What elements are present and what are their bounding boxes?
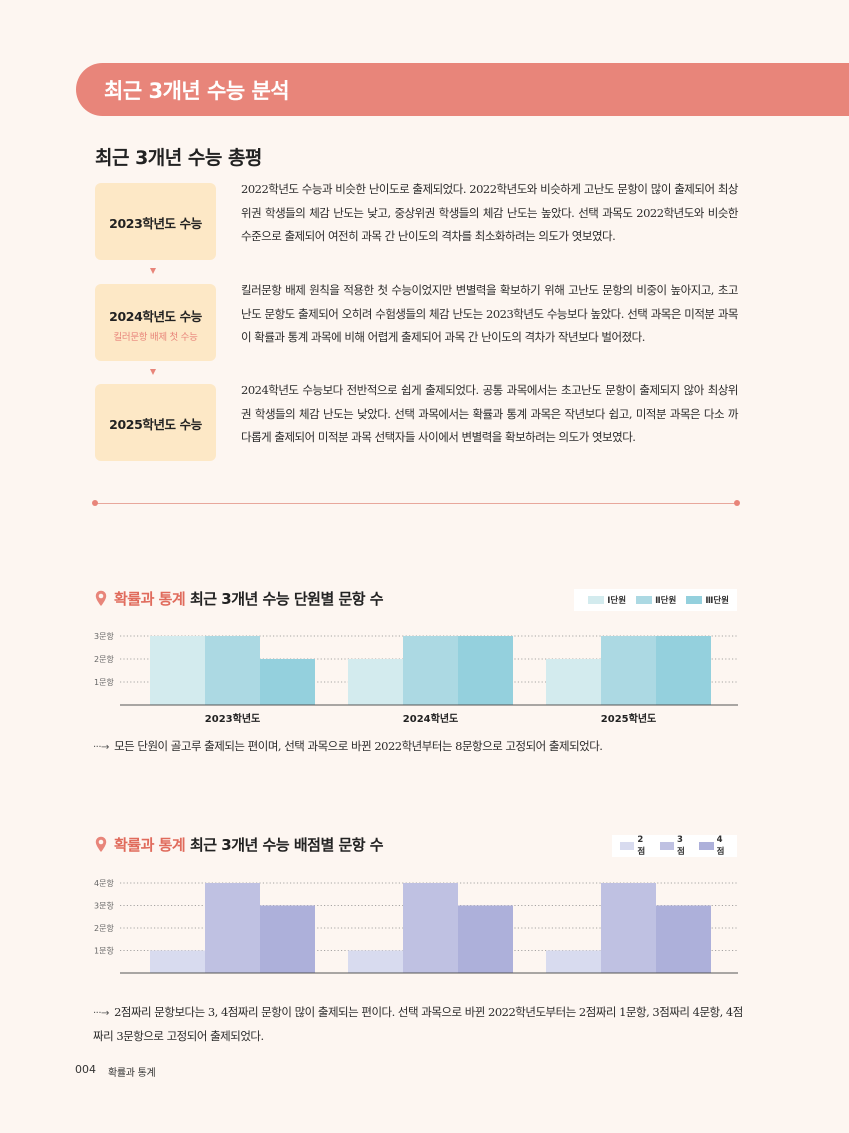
x-tick-label: 2025학년도 <box>601 712 656 725</box>
y-tick-label: 1문항 <box>94 678 114 687</box>
chart2-note: ···→ 2점짜리 문항보다는 3, 4점짜리 문항이 많이 출제되는 편이다.… <box>93 1001 743 1047</box>
year-box-label: 2024학년도 수능 <box>109 309 202 324</box>
legend-item: Ⅰ단원 <box>588 594 626 606</box>
chart1-note-text: 모든 단원이 골고루 출제되는 편이며, 선택 과목으로 바뀐 2022학년부터… <box>114 739 603 753</box>
note-arrow-icon: ···→ <box>93 1008 109 1019</box>
chart1-note: ···→ 모든 단원이 골고루 출제되는 편이며, 선택 과목으로 바뀐 202… <box>93 735 743 759</box>
legend-label: 2점 <box>637 835 646 857</box>
book-title: 확률과 통계 <box>108 1068 156 1079</box>
chart1-legend: Ⅰ단원 Ⅱ단원 Ⅲ단원 <box>574 589 737 611</box>
year-box-label: 2023학년도 수능 <box>109 216 202 231</box>
y-tick-label: 2문항 <box>94 924 114 933</box>
chart2-legend: 2점 3점 4점 <box>612 835 737 857</box>
chart2-svg: 1문항2문항3문항4문항2023학년도2024학년도2025학년도 <box>94 879 738 974</box>
down-arrow-icon <box>150 369 156 375</box>
review-text-2023: 2022학년도 수능과 비슷한 난이도로 출제되었다. 2022학년도와 비슷하… <box>241 182 739 243</box>
legend-item: Ⅱ단원 <box>636 594 676 606</box>
bar-4점-2025학년도 <box>656 905 711 973</box>
year-box-label: 2025학년도 수능 <box>109 417 202 432</box>
legend-swatch <box>699 842 714 850</box>
legend-label: Ⅰ단원 <box>607 596 627 606</box>
bar-Ⅰ단원-2025학년도 <box>546 659 601 705</box>
bar-Ⅲ단원-2024학년도 <box>458 636 513 705</box>
year-box-2025: 2025학년도 수능 <box>95 384 216 461</box>
bar-Ⅲ단원-2025학년도 <box>656 636 711 705</box>
y-tick-label: 2문항 <box>94 655 114 664</box>
bar-2점-2023학년도 <box>150 950 205 973</box>
bar-Ⅲ단원-2023학년도 <box>260 659 315 705</box>
location-pin-icon <box>95 590 107 606</box>
legend-swatch <box>619 842 635 850</box>
y-tick-label: 3문항 <box>94 632 114 641</box>
chart2-title: 확률과 통계 최근 3개년 수능 배점별 문항 수 <box>95 834 384 855</box>
legend-swatch <box>588 596 605 604</box>
bar-Ⅱ단원-2023학년도 <box>205 636 260 705</box>
page-number: 004 <box>75 1063 96 1076</box>
legend-item: 2점 <box>619 835 650 857</box>
legend-swatch <box>686 596 703 604</box>
note-arrow-icon: ···→ <box>93 742 109 753</box>
chart2-title-rest: 최근 3개년 수능 배점별 문항 수 <box>185 836 384 854</box>
bar-4점-2024학년도 <box>458 905 513 973</box>
review-text-2025: 2024학년도 수능보다 전반적으로 쉽게 출제되었다. 공통 과목에서는 초고… <box>241 383 739 444</box>
legend-label: Ⅱ단원 <box>655 596 677 606</box>
chart2-title-accent: 확률과 통계 <box>114 836 186 854</box>
chart1-title-rest: 최근 3개년 수능 단원별 문항 수 <box>185 590 384 608</box>
location-pin-icon <box>95 836 107 852</box>
y-tick-label: 1문항 <box>94 947 114 956</box>
chart1-title-accent: 확률과 통계 <box>114 590 186 608</box>
legend-label: 3점 <box>677 835 685 857</box>
legend-label: 4점 <box>716 835 725 857</box>
legend-item: 3점 <box>659 835 690 857</box>
y-tick-label: 3문항 <box>94 902 114 911</box>
bar-Ⅱ단원-2024학년도 <box>403 636 458 705</box>
review-title: 최근 3개년 수능 총평 <box>95 147 262 169</box>
review-text-2024: 킬러문항 배제 원칙을 적용한 첫 수능이었지만 변별력을 확보하기 위해 고난… <box>241 283 739 344</box>
down-arrow-icon <box>150 268 156 274</box>
bar-2점-2024학년도 <box>348 950 403 973</box>
divider-dot <box>734 500 740 506</box>
bar-Ⅰ단원-2024학년도 <box>348 659 403 705</box>
legend-item: Ⅲ단원 <box>686 594 729 606</box>
section-banner: 최근 3개년 수능 분석 <box>76 63 849 116</box>
divider-dot <box>92 500 98 506</box>
bar-2점-2025학년도 <box>546 950 601 973</box>
year-box-2023: 2023학년도 수능 <box>95 183 216 260</box>
x-tick-label: 2024학년도 <box>403 712 458 725</box>
divider <box>95 503 737 504</box>
x-tick-label: 2023학년도 <box>205 712 260 725</box>
y-tick-label: 4문항 <box>94 879 114 888</box>
chart1-svg: 1문항 2문항 3문항 2023학년도 2024학년도 2025학년도 <box>94 632 738 725</box>
chart2-note-text: 2점짜리 문항보다는 3, 4점짜리 문항이 많이 출제되는 편이다. 선택 과… <box>93 1005 743 1043</box>
bar-3점-2025학년도 <box>601 883 656 973</box>
legend-item: 4점 <box>699 835 729 857</box>
chart1-title: 확률과 통계 최근 3개년 수능 단원별 문항 수 <box>95 588 384 609</box>
legend-label: Ⅲ단원 <box>705 596 729 606</box>
legend-swatch <box>659 842 674 850</box>
legend-swatch <box>636 596 653 604</box>
bar-4점-2023학년도 <box>260 905 315 973</box>
bar-3점-2023학년도 <box>205 883 260 973</box>
banner-title: 최근 3개년 수능 분석 <box>104 79 290 103</box>
bar-3점-2024학년도 <box>403 883 458 973</box>
year-box-2024: 2024학년도 수능 킬러문항 배제 첫 수능 <box>95 284 216 361</box>
year-box-sub: 킬러문항 배제 첫 수능 <box>113 332 198 343</box>
bar-Ⅰ단원-2023학년도 <box>150 636 205 705</box>
bar-Ⅱ단원-2025학년도 <box>601 636 656 705</box>
